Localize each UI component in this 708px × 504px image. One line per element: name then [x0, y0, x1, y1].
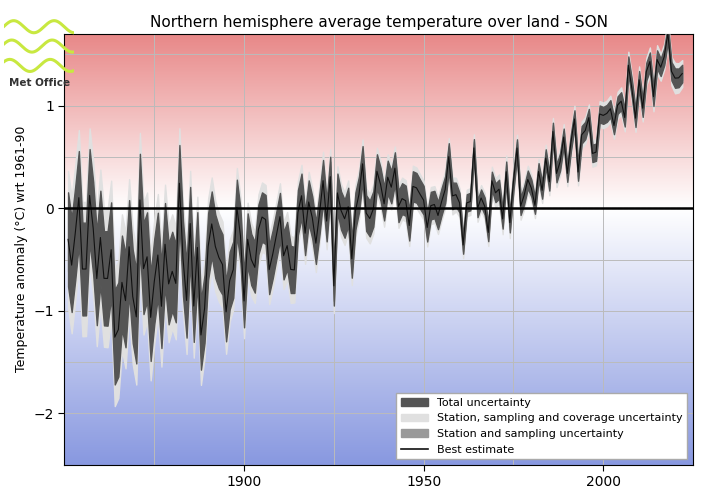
- Best estimate: [110, 334, 119, 340]
- Text: Met Office: Met Office: [9, 78, 70, 88]
- Y-axis label: Temperature anomaly (°C) wrt 1961-90: Temperature anomaly (°C) wrt 1961-90: [15, 126, 28, 372]
- Legend: Total uncertainty, Station, sampling and coverage uncertainty, Station and sampl: Total uncertainty, Station, sampling and…: [396, 394, 687, 459]
- Best estimate: [344, 204, 353, 210]
- Best estimate: [247, 257, 256, 263]
- Best estimate: [265, 267, 273, 273]
- Best estimate: [663, 30, 672, 36]
- Line: Best estimate: Best estimate: [68, 33, 683, 337]
- Best estimate: [394, 204, 403, 210]
- Title: Northern hemisphere average temperature over land - SON: Northern hemisphere average temperature …: [149, 15, 607, 30]
- Best estimate: [64, 236, 72, 242]
- Best estimate: [678, 71, 687, 77]
- Best estimate: [430, 202, 439, 208]
- Best estimate: [114, 327, 122, 333]
